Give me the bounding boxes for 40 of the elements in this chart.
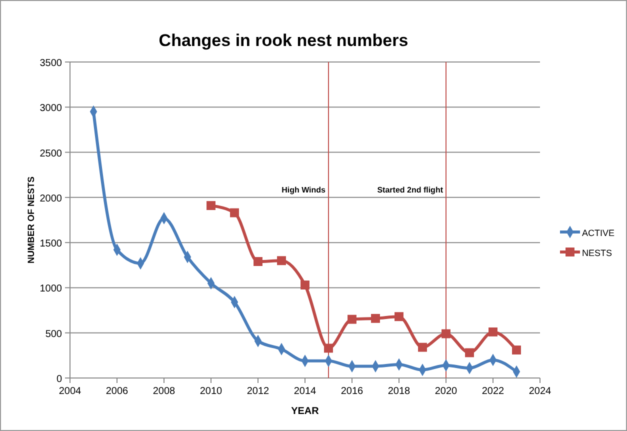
x-tick-label: 2016 <box>340 386 364 397</box>
x-tick-label: 2024 <box>528 386 552 397</box>
legend-label: NESTS <box>582 248 612 258</box>
x-tick-label: 2006 <box>106 386 129 397</box>
point <box>442 329 450 338</box>
x-tick-label: 2014 <box>294 386 317 397</box>
chart-title: Changes in rook nest numbers <box>158 31 408 50</box>
y-tick-label: 3500 <box>40 58 62 69</box>
x-tick-label: 2020 <box>434 386 458 397</box>
y-tick-label: 1000 <box>40 284 62 295</box>
x-tick-label: 2012 <box>246 386 270 397</box>
y-axis-title: NUMBER OF NESTS <box>26 176 36 264</box>
y-tick-label: 0 <box>56 374 62 385</box>
point <box>254 257 262 266</box>
point <box>512 346 521 354</box>
ref-line-label: High Winds <box>282 185 326 194</box>
point <box>348 314 356 324</box>
point <box>394 312 404 322</box>
x-tick-label: 2004 <box>58 386 82 397</box>
y-tick-label: 2000 <box>40 193 62 204</box>
y-tick-label: 500 <box>45 328 62 340</box>
x-tick-label: 2010 <box>200 386 223 397</box>
point <box>206 201 216 210</box>
point <box>418 342 427 352</box>
y-tick-label: 3000 <box>40 103 62 114</box>
y-tick-label: 1500 <box>40 238 62 250</box>
x-tick-label: 2008 <box>152 386 176 397</box>
x-tick-label: 2018 <box>388 386 411 397</box>
point <box>300 280 310 290</box>
point <box>488 327 498 336</box>
legend-label: ACTIVE <box>582 228 615 238</box>
point <box>465 348 474 358</box>
point <box>230 208 239 218</box>
x-axis-title: YEAR <box>291 406 320 417</box>
x-tick-label: 2022 <box>482 386 505 397</box>
point <box>324 344 333 353</box>
ref-line-label: Started 2nd flight <box>377 185 444 194</box>
point <box>277 256 286 266</box>
point <box>371 314 380 323</box>
y-tick-label: 2500 <box>40 148 62 160</box>
